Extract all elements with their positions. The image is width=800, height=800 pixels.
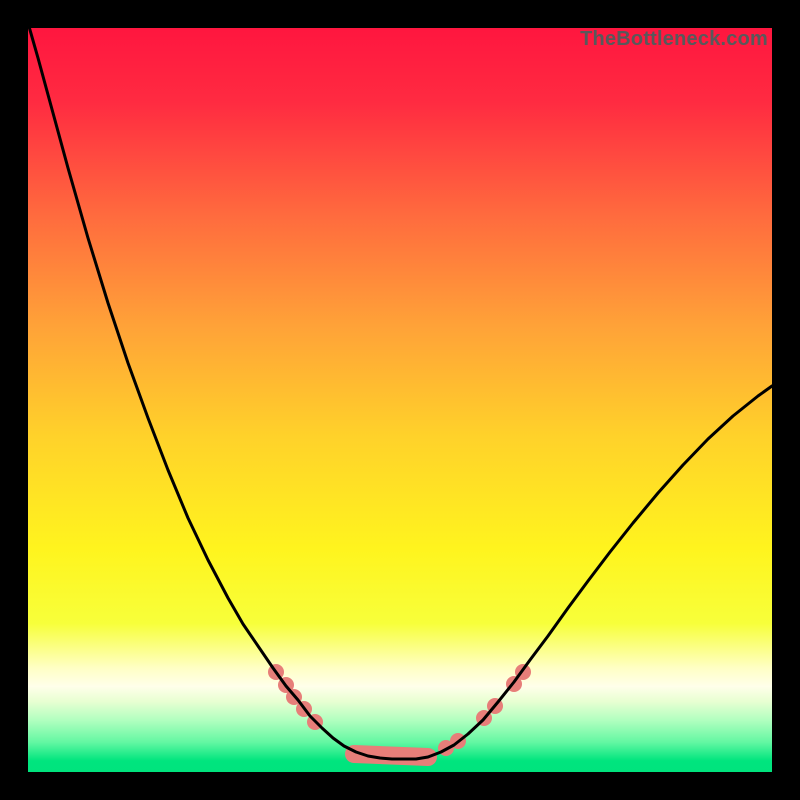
plot-area xyxy=(28,28,772,772)
bottleneck-curve xyxy=(28,28,772,759)
chart-frame: TheBottleneck.com xyxy=(0,0,800,800)
watermark-text: TheBottleneck.com xyxy=(580,28,768,51)
curve-layer xyxy=(28,28,772,772)
